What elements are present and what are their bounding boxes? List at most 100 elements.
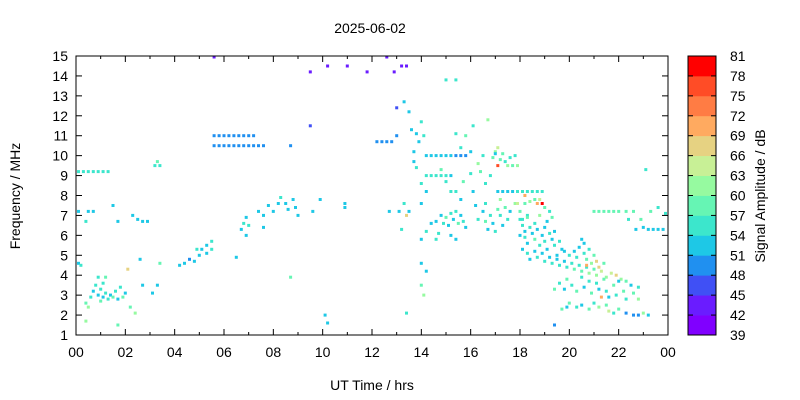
data-point [525,190,529,193]
data-point [294,206,297,209]
data-point [592,209,596,213]
colorbar-band [688,56,716,77]
x-tick-label: 16 [463,344,479,360]
data-point [491,156,495,160]
data-point [570,261,574,265]
data-point [558,281,561,285]
colorbar-band [688,155,716,176]
data-point [247,223,251,227]
data-point [548,231,552,235]
data-point [491,221,495,225]
data-point [545,247,549,251]
data-point [513,202,517,205]
data-point [540,202,544,205]
data-point [402,100,406,104]
data-point [540,190,544,193]
data-point [525,241,529,245]
data-point [449,174,453,178]
data-point [518,233,522,237]
data-point [133,311,137,315]
data-point [617,307,621,311]
data-point [516,164,519,168]
data-point [407,209,411,213]
data-point [550,261,554,265]
data-point [205,243,209,247]
data-point [343,206,347,209]
data-point [632,313,635,317]
data-point [565,305,569,309]
data-point [429,154,433,158]
data-point [471,190,475,193]
data-point [553,323,556,327]
data-point [664,211,667,215]
data-point [612,283,616,287]
data-point [395,106,399,110]
data-point [533,249,537,253]
data-point [459,146,463,150]
data-point [575,305,579,309]
x-tick-label: 08 [266,344,282,360]
data-point [624,279,628,283]
data-point [464,134,468,138]
data-point [101,170,105,174]
y-tick-label: 10 [52,148,68,164]
data-point [585,263,589,267]
data-point [543,239,547,243]
colorbar-tick-label: 81 [730,48,746,64]
data-point [291,198,295,201]
data-point [183,261,186,265]
data-point [641,311,645,315]
data-point [227,144,231,148]
data-point [405,64,408,68]
data-point [496,207,500,211]
data-point [464,225,468,229]
data-point [535,227,539,231]
colorbar-band [688,195,716,216]
data-point [410,128,413,132]
data-point [575,289,579,293]
data-point [205,251,209,255]
data-point [538,243,542,247]
data-point [481,209,485,213]
data-point [498,198,502,201]
data-point [634,227,638,231]
data-point [580,237,584,241]
data-point [444,154,448,158]
x-tick-label: 04 [167,344,183,360]
data-point [484,219,487,223]
data-point [262,144,265,148]
data-point [511,190,515,193]
data-point [227,134,231,138]
data-point [651,227,655,231]
data-point [493,229,497,233]
data-point [242,144,246,148]
data-point [599,295,603,299]
data-point [646,313,650,317]
x-tick-label: 14 [414,344,430,360]
data-point [197,253,201,257]
y-axis-label: Frequency / MHz [7,143,23,250]
data-point [442,221,445,225]
data-point [276,202,280,205]
x-tick-label: 06 [216,344,232,360]
data-point [656,227,660,231]
data-point [397,209,401,213]
data-point [538,213,542,217]
data-point [506,190,510,193]
data-point [607,309,611,313]
data-point [525,213,529,217]
data-point [550,215,554,219]
colorbar-band [688,295,716,316]
data-point [530,231,534,235]
data-point [400,64,404,68]
data-point [237,134,241,138]
data-point [451,217,455,221]
data-point [572,267,576,271]
data-point [488,213,492,217]
data-point [488,174,492,178]
data-point [624,209,628,213]
data-point [326,321,330,325]
y-tick-label: 13 [52,88,68,104]
data-point [516,202,519,205]
data-point [456,221,460,225]
